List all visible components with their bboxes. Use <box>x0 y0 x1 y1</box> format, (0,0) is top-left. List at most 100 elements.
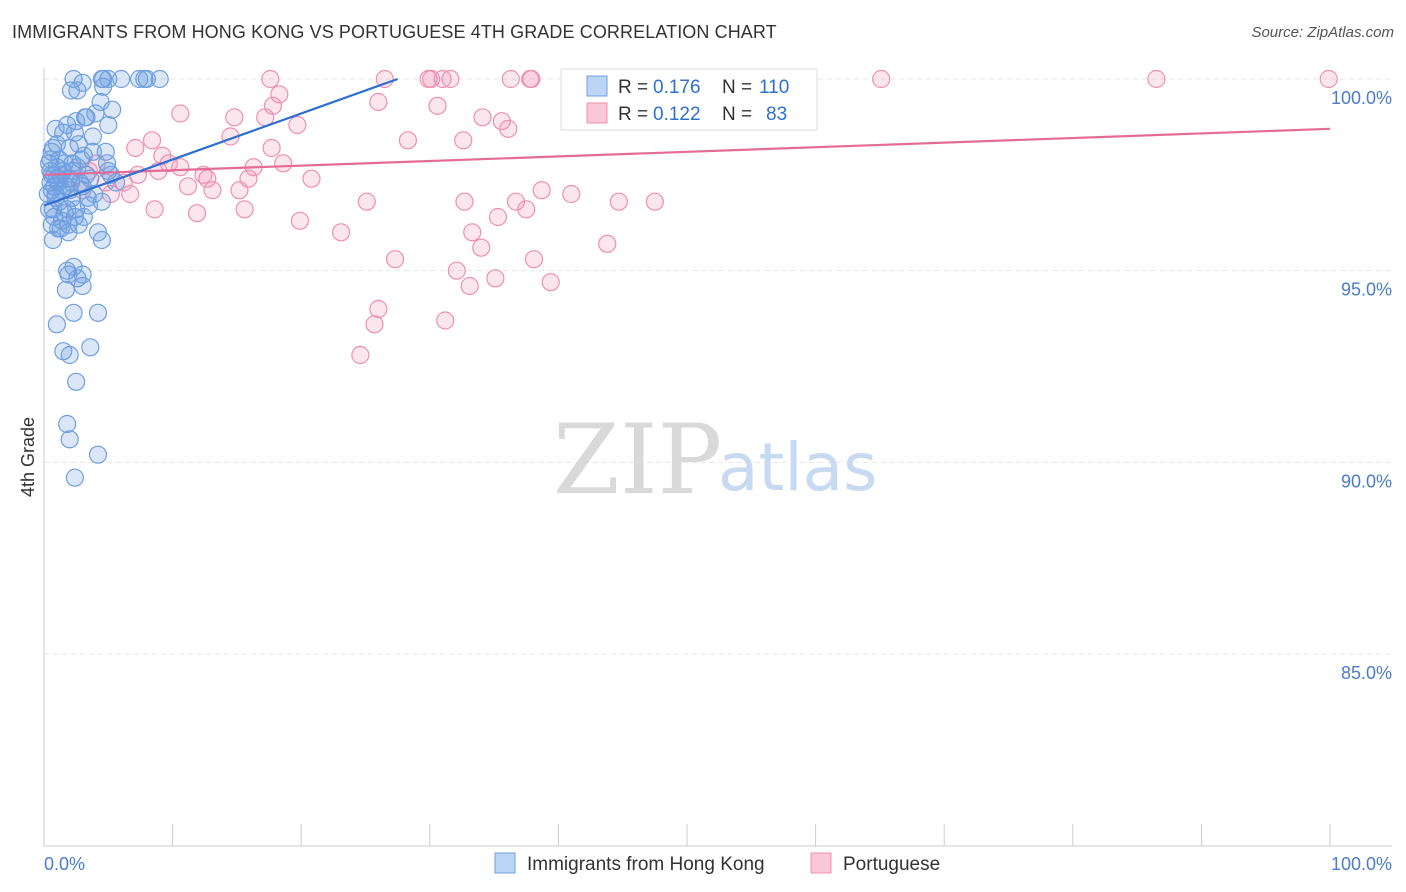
point-hong-kong <box>47 315 66 334</box>
point-hong-kong <box>83 127 102 146</box>
legend-swatch-blue <box>586 75 608 97</box>
point-portuguese <box>609 192 628 211</box>
legend-r-value-pink: 0.122 <box>653 104 701 125</box>
stats-legend: R = 0.176 N = 110 R = 0.122 N = 83 <box>560 68 818 131</box>
point-portuguese <box>488 207 508 227</box>
point-portuguese <box>506 192 526 211</box>
point-portuguese <box>1319 69 1338 89</box>
point-portuguese <box>460 276 479 296</box>
point-portuguese <box>541 273 560 292</box>
series-legend-swatch-hong-kong <box>494 852 516 874</box>
point-portuguese <box>454 131 473 150</box>
point-portuguese <box>522 69 541 89</box>
point-portuguese <box>194 165 213 184</box>
point-portuguese <box>385 250 405 269</box>
point-portuguese <box>235 200 254 219</box>
point-portuguese <box>288 115 307 135</box>
point-portuguese <box>142 131 162 150</box>
series-legend: Immigrants from Hong Kong Portuguese <box>494 852 940 875</box>
point-hong-kong <box>83 142 102 161</box>
point-portuguese <box>436 311 455 330</box>
legend-n-label-blue: N = <box>722 77 752 98</box>
trend-line-portuguese <box>43 127 1331 176</box>
point-portuguese <box>375 69 394 89</box>
point-portuguese <box>145 200 164 219</box>
point-hong-kong <box>77 108 96 127</box>
point-portuguese <box>302 169 321 188</box>
point-portuguese <box>486 269 505 288</box>
point-hong-kong <box>112 69 131 89</box>
watermark: ZIP atlas <box>553 404 878 516</box>
series-legend-label-portuguese: Portuguese <box>843 854 940 875</box>
point-portuguese <box>517 200 536 219</box>
point-portuguese <box>433 69 452 89</box>
point-hong-kong <box>92 230 111 250</box>
point-hong-kong <box>130 69 149 89</box>
point-portuguese <box>473 108 492 127</box>
trend-lines <box>43 77 1331 207</box>
point-hong-kong <box>67 112 86 131</box>
point-hong-kong <box>67 372 86 391</box>
point-hong-kong <box>63 154 82 173</box>
point-hong-kong <box>150 69 169 89</box>
point-hong-kong <box>43 138 63 158</box>
y-tick-label: 85.0% <box>1341 663 1392 683</box>
legend-n-value-blue: 110 <box>759 77 789 98</box>
point-portuguese <box>872 69 891 89</box>
series-legend-label-hong-kong: Immigrants from Hong Kong <box>527 854 765 875</box>
axes <box>43 68 1392 847</box>
point-hong-kong <box>94 77 113 96</box>
legend-r-label-pink: R = <box>618 104 648 125</box>
point-portuguese <box>455 192 474 211</box>
point-portuguese <box>230 181 249 200</box>
point-portuguese <box>1147 69 1166 89</box>
source-label: Source: ZipAtlas.com <box>1251 24 1394 41</box>
point-portuguese <box>351 345 370 365</box>
point-portuguese <box>263 96 283 115</box>
point-hong-kong <box>73 276 92 296</box>
x-tick-marks <box>172 824 1331 846</box>
watermark-atlas: atlas <box>718 429 878 506</box>
point-portuguese <box>598 234 617 253</box>
point-portuguese <box>262 138 281 158</box>
point-hong-kong <box>56 280 75 299</box>
point-portuguese <box>398 131 418 150</box>
point-hong-kong <box>74 207 93 227</box>
point-hong-kong <box>81 338 100 357</box>
point-hong-kong <box>99 115 118 135</box>
point-portuguese <box>331 223 351 242</box>
point-hong-kong <box>103 100 122 119</box>
y-tick-label: 100.0% <box>1331 88 1392 108</box>
point-portuguese <box>357 192 376 211</box>
point-portuguese <box>225 108 244 127</box>
point-portuguese <box>447 261 466 280</box>
point-hong-kong <box>135 69 154 89</box>
point-hong-kong <box>86 104 105 123</box>
point-hong-kong <box>42 181 61 200</box>
y-tick-labels: 100.0% 95.0% 90.0% 85.0% <box>1331 88 1392 683</box>
point-portuguese <box>203 181 222 200</box>
point-portuguese <box>365 315 384 334</box>
point-portuguese <box>290 211 310 230</box>
point-hong-kong <box>65 468 84 487</box>
legend-swatch-pink <box>586 102 608 124</box>
point-portuguese <box>463 223 482 242</box>
point-portuguese <box>270 85 289 104</box>
point-portuguese <box>187 204 207 223</box>
point-hong-kong <box>54 123 73 142</box>
point-portuguese <box>472 238 491 257</box>
point-portuguese <box>441 69 460 89</box>
point-hong-kong <box>58 414 77 434</box>
point-hong-kong <box>88 445 108 464</box>
chart-title: IMMIGRANTS FROM HONG KONG VS PORTUGUESE … <box>12 22 777 42</box>
point-portuguese <box>121 184 140 204</box>
legend-n-label-pink: N = <box>722 104 752 125</box>
legend-r-value-blue: 0.176 <box>653 77 701 98</box>
legend-n-value-pink: 83 <box>766 104 787 125</box>
point-hong-kong <box>64 69 83 89</box>
point-portuguese <box>261 69 280 89</box>
point-portuguese <box>499 119 518 138</box>
point-hong-kong <box>59 215 78 234</box>
point-portuguese <box>274 154 293 173</box>
point-hong-kong <box>45 207 64 227</box>
